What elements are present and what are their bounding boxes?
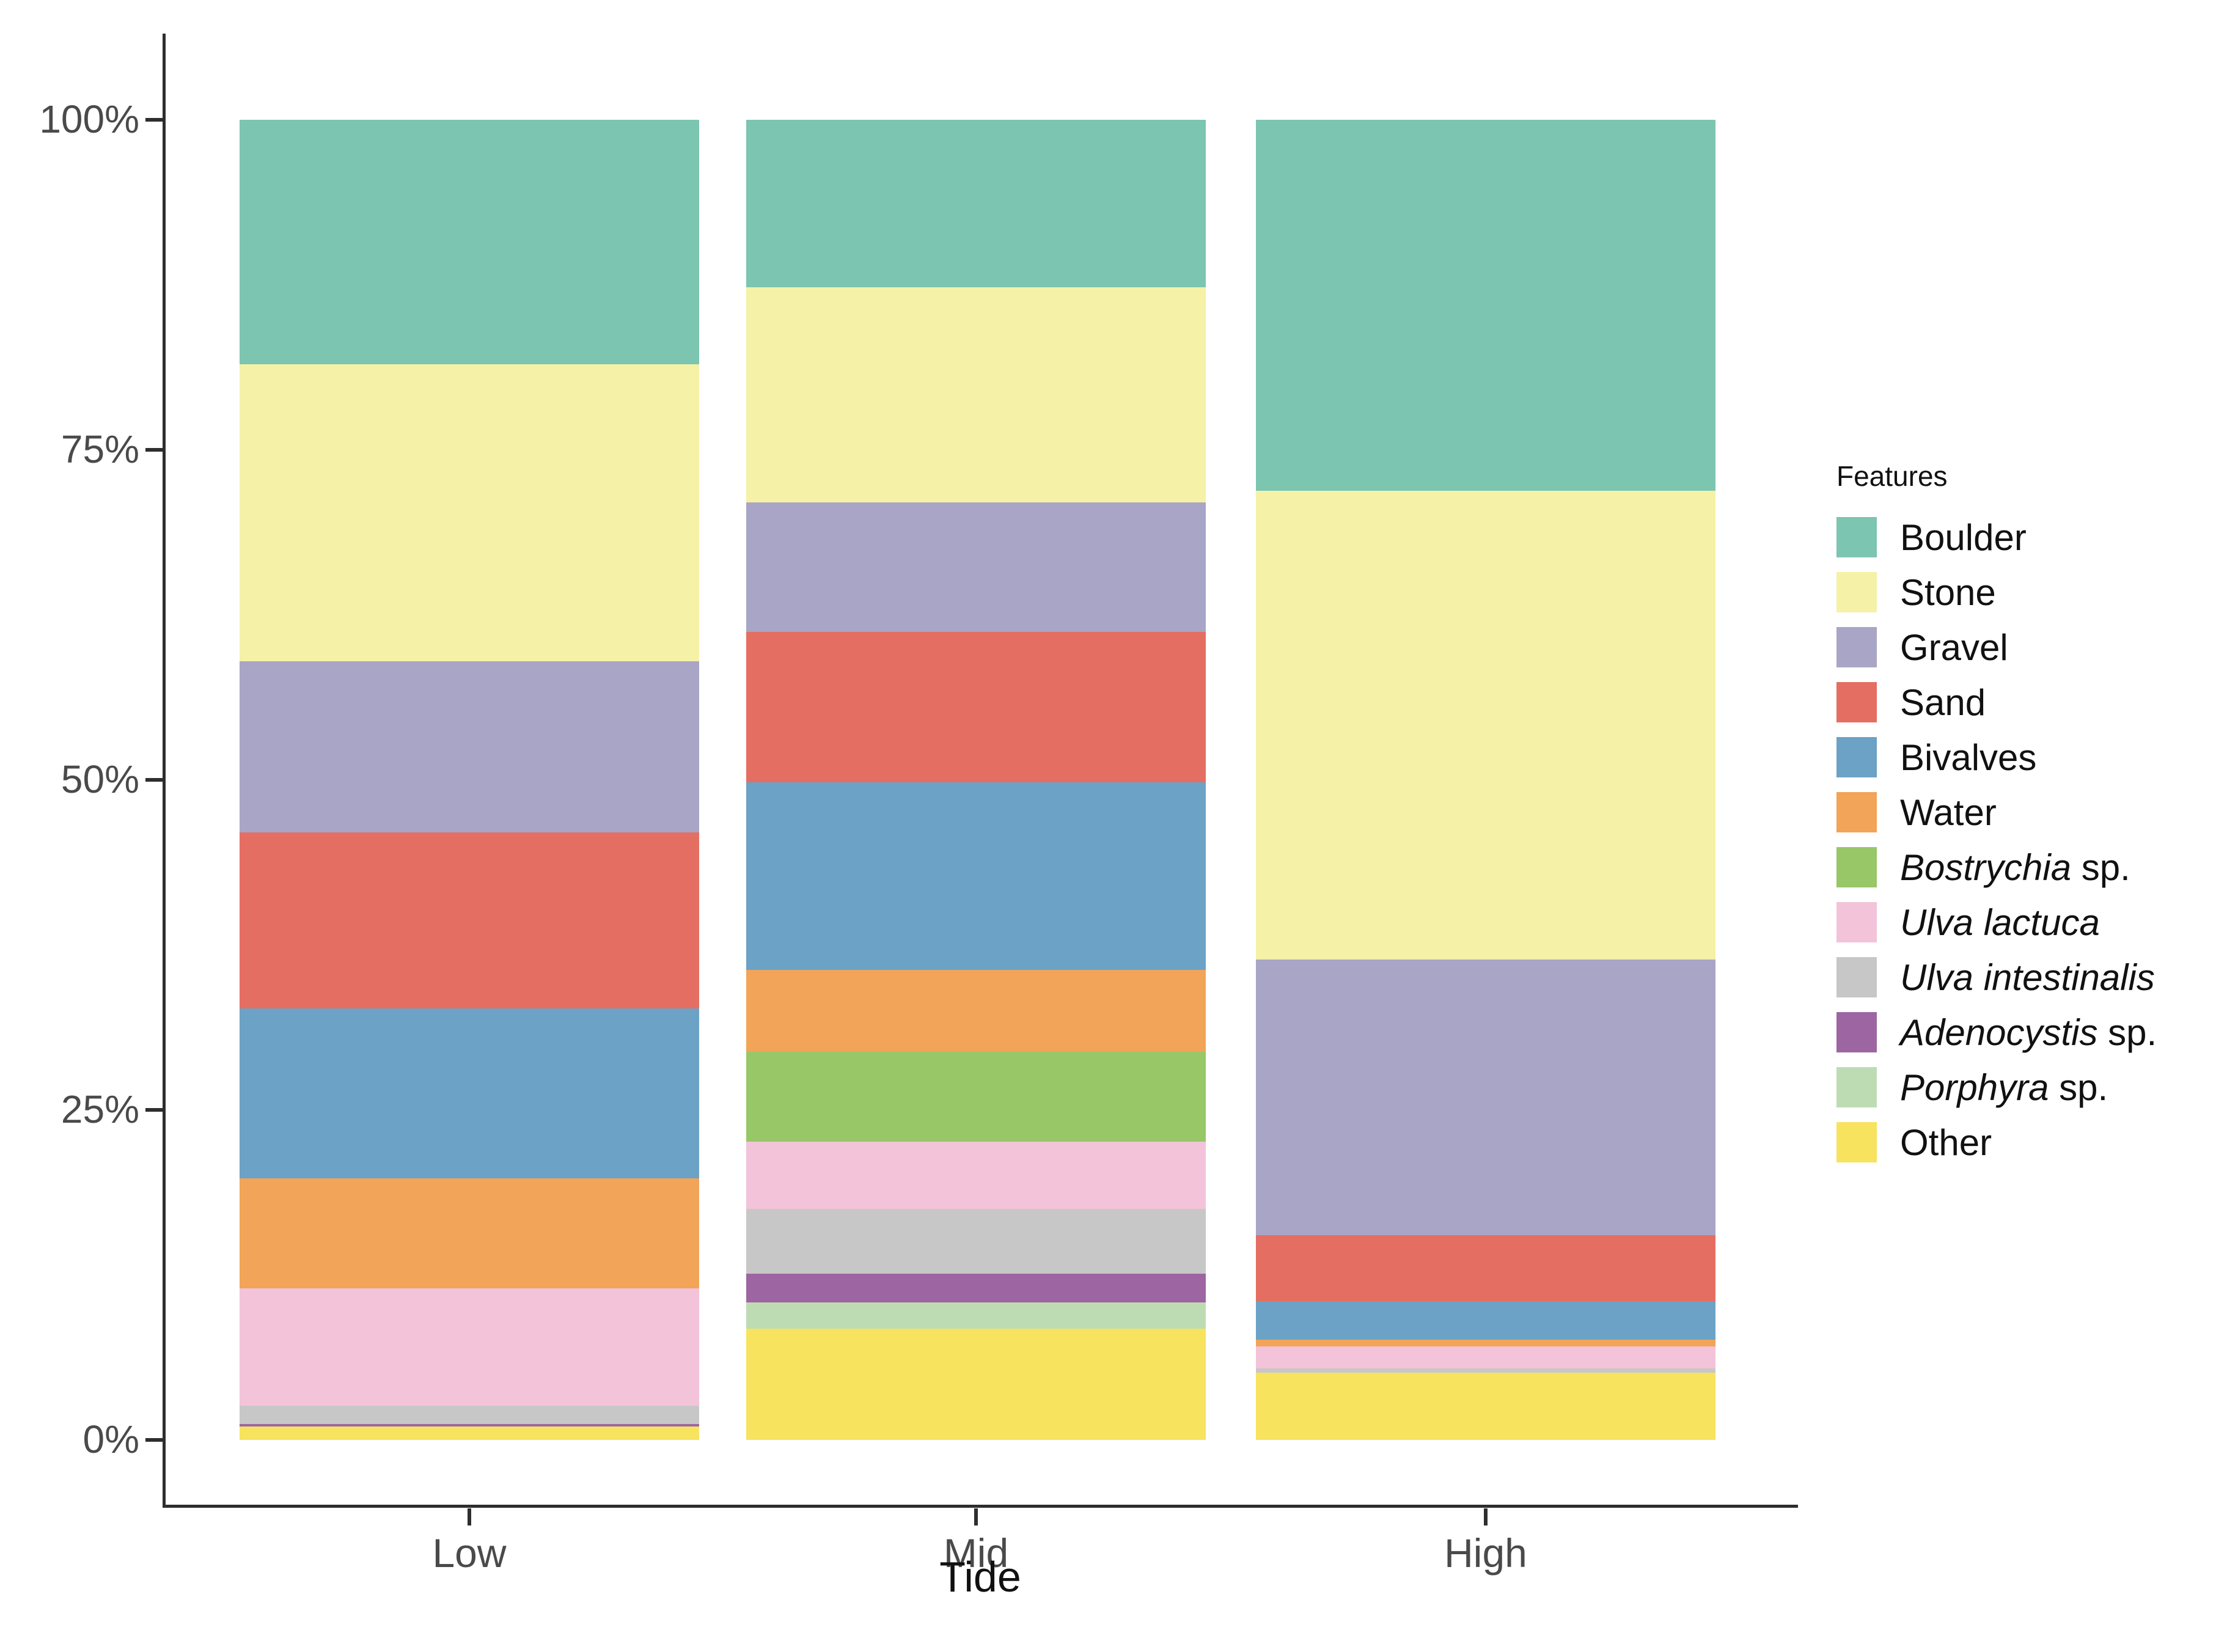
legend-label-ulva-lactuca: Ulva lactuca xyxy=(1900,901,2100,943)
bar-segment-low-water xyxy=(240,1178,699,1288)
legend-swatch-ulva-intestinalis xyxy=(1836,957,1877,997)
legend-item-gravel: Gravel xyxy=(1836,620,2157,675)
legend-label-porphyra-sp: Porphyra sp. xyxy=(1900,1066,2108,1108)
legend-item-stone: Stone xyxy=(1836,565,2157,620)
bar-segment-mid-gravel xyxy=(746,502,1206,633)
bar-segment-low-ulva-intestinalis xyxy=(240,1405,699,1425)
y-tick-label-0: 0% xyxy=(83,1417,140,1461)
legend-label-sand: Sand xyxy=(1900,681,1986,723)
legend-swatch-porphyra-sp xyxy=(1836,1067,1877,1107)
bar-segment-high-boulder xyxy=(1256,120,1715,491)
bar-segment-mid-bivalves xyxy=(746,782,1206,971)
bar-segment-high-gravel xyxy=(1256,959,1715,1236)
y-tick-50 xyxy=(145,778,164,782)
bar-segment-high-stone xyxy=(1256,490,1715,960)
legend-items: Boulder Stone Gravel Sand Bivalves Water Bostr… xyxy=(1836,510,2157,1170)
bar-segment-mid-boulder xyxy=(746,120,1206,288)
legend-swatch-water xyxy=(1836,792,1877,832)
bar-segment-low-gravel xyxy=(240,661,699,833)
bar-segment-high-bivalves xyxy=(1256,1301,1715,1340)
legend-label-boulder: Boulder xyxy=(1900,516,2027,558)
legend-swatch-adenocystis-sp xyxy=(1836,1012,1877,1052)
legend-label-bostrychia-sp: Bostrychia sp. xyxy=(1900,846,2130,888)
bar-segment-high-water xyxy=(1256,1339,1715,1346)
y-tick-100 xyxy=(145,118,164,122)
legend-swatch-boulder xyxy=(1836,517,1877,557)
bar-low xyxy=(240,120,699,1440)
x-tick-mid xyxy=(974,1508,978,1525)
legend-title: Features xyxy=(1836,460,1948,492)
bar-segment-low-boulder xyxy=(240,120,699,364)
legend-swatch-ulva-lactuca xyxy=(1836,902,1877,942)
legend-label-bivalves: Bivalves xyxy=(1900,736,2037,778)
y-tick-label-100: 100% xyxy=(39,97,139,141)
legend-swatch-bostrychia-sp xyxy=(1836,847,1877,887)
legend-label-ulva-intestinalis: Ulva intestinalis xyxy=(1900,956,2155,998)
legend-item-bivalves: Bivalves xyxy=(1836,730,2157,785)
bar-segment-low-other xyxy=(240,1426,699,1440)
legend-item-other: Other xyxy=(1836,1115,2157,1170)
bar-segment-mid-water xyxy=(746,970,1206,1052)
legend-swatch-gravel xyxy=(1836,627,1877,667)
legend-label-water: Water xyxy=(1900,791,1997,833)
bar-segment-high-ulva-intestinalis xyxy=(1256,1368,1715,1373)
y-axis-line xyxy=(163,34,166,1508)
legend-item-sand: Sand xyxy=(1836,675,2157,730)
x-tick-high xyxy=(1484,1508,1488,1525)
bar-segment-high-other xyxy=(1256,1372,1715,1440)
bar-segment-high-sand xyxy=(1256,1235,1715,1302)
x-tick-label-mid: Mid xyxy=(943,1530,1009,1576)
x-tick-label-high: High xyxy=(1444,1530,1527,1576)
legend-item-bostrychia-sp: Bostrychia sp. xyxy=(1836,840,2157,895)
legend-item-porphyra-sp: Porphyra sp. xyxy=(1836,1060,2157,1115)
x-tick-label-low: Low xyxy=(432,1530,507,1576)
y-tick-75 xyxy=(145,448,164,452)
bar-segment-mid-ulva-intestinalis xyxy=(746,1208,1206,1274)
legend-swatch-sand xyxy=(1836,682,1877,722)
bar-segment-low-ulva-lactuca xyxy=(240,1288,699,1406)
bar-segment-high-ulva-lactuca xyxy=(1256,1346,1715,1369)
x-axis-title: Tide xyxy=(939,1553,1021,1601)
bar-segment-mid-bostrychia-sp xyxy=(746,1051,1206,1142)
bar-segment-mid-adenocystis-sp xyxy=(746,1273,1206,1303)
legend-label-stone: Stone xyxy=(1900,571,1996,613)
x-tick-low xyxy=(468,1508,471,1525)
y-tick-label-75: 75% xyxy=(61,427,139,471)
y-tick-label-50: 50% xyxy=(61,757,139,801)
y-tick-0 xyxy=(145,1438,164,1442)
legend-item-adenocystis-sp: Adenocystis sp. xyxy=(1836,1005,2157,1060)
legend-item-boulder: Boulder xyxy=(1836,510,2157,565)
bar-segment-low-adenocystis-sp xyxy=(240,1424,699,1427)
legend: Features Boulder Stone Gravel Sand Bivalves W… xyxy=(1836,460,2157,1170)
legend-swatch-stone xyxy=(1836,572,1877,612)
bar-segment-low-bivalves xyxy=(240,1008,699,1179)
bar-segment-mid-sand xyxy=(746,632,1206,783)
bar-segment-mid-stone xyxy=(746,287,1206,503)
legend-swatch-other xyxy=(1836,1122,1877,1162)
bar-segment-mid-ulva-lactuca xyxy=(746,1141,1206,1209)
legend-label-other: Other xyxy=(1900,1122,1992,1163)
bar-segment-mid-other xyxy=(746,1329,1206,1440)
bar-segment-mid-porphyra-sp xyxy=(746,1302,1206,1329)
bar-mid xyxy=(746,120,1206,1440)
legend-label-gravel: Gravel xyxy=(1900,626,2008,668)
x-axis-line xyxy=(163,1505,1798,1508)
legend-swatch-bivalves xyxy=(1836,737,1877,777)
legend-item-ulva-lactuca: Ulva lactuca xyxy=(1836,895,2157,950)
bar-segment-low-stone xyxy=(240,364,699,661)
y-tick-label-25: 25% xyxy=(61,1087,139,1131)
bar-high xyxy=(1256,120,1715,1440)
legend-item-ulva-intestinalis: Ulva intestinalis xyxy=(1836,950,2157,1005)
y-tick-25 xyxy=(145,1108,164,1112)
legend-item-water: Water xyxy=(1836,785,2157,840)
bar-segment-low-sand xyxy=(240,832,699,1008)
legend-label-adenocystis-sp: Adenocystis sp. xyxy=(1900,1011,2157,1053)
